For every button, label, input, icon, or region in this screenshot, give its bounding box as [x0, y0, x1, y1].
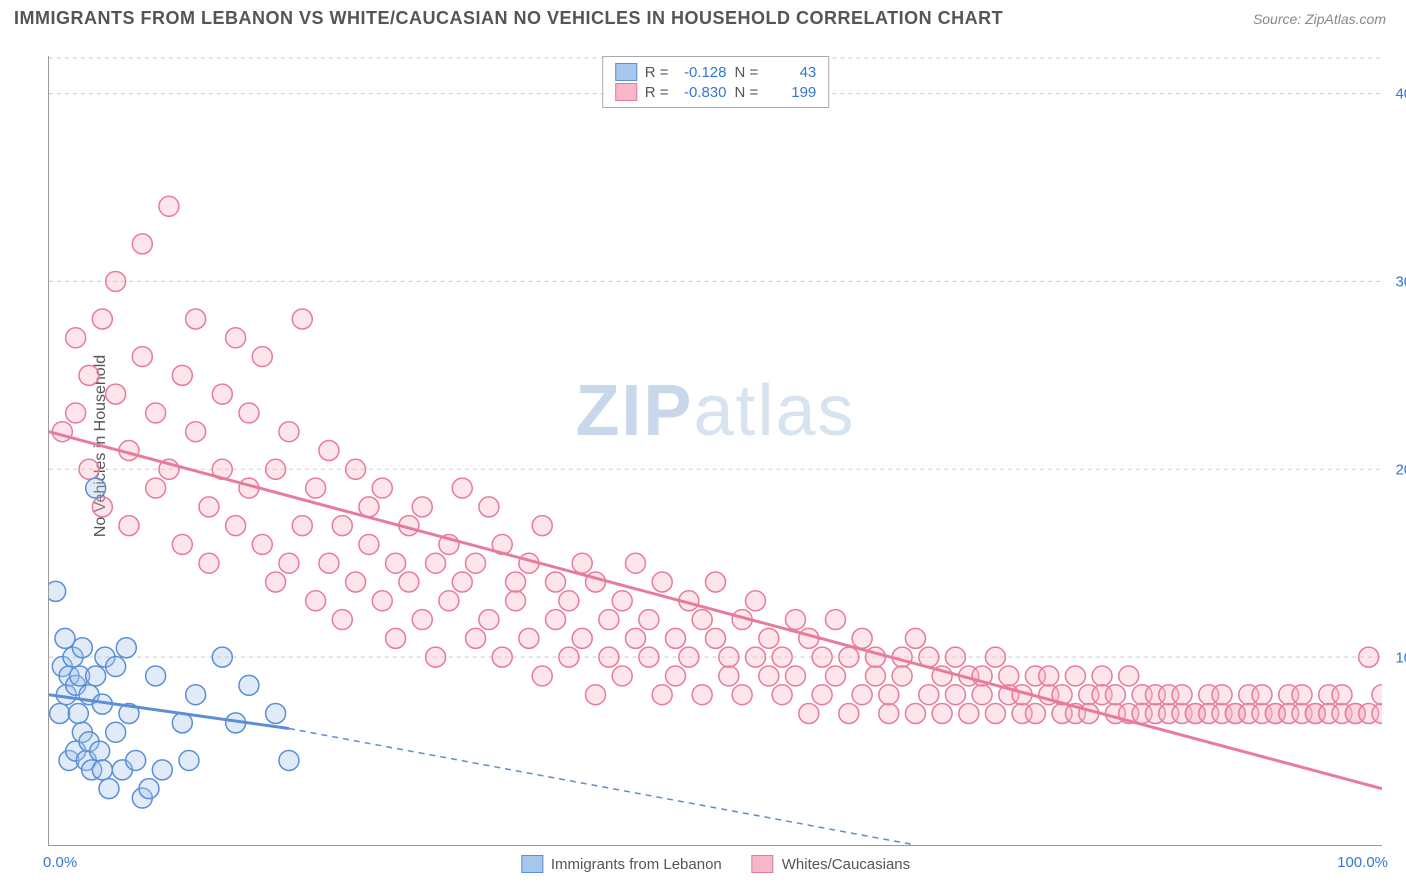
legend-swatch-lebanon-bottom	[521, 855, 543, 873]
legend-row-lebanon: R = -0.128 N = 43	[615, 63, 817, 81]
x-tick-left: 0.0%	[43, 854, 77, 871]
r-label: R =	[645, 64, 669, 81]
legend-item-lebanon: Immigrants from Lebanon	[521, 855, 722, 873]
y-tick-label: 20.0%	[1388, 461, 1406, 478]
legend-swatch-lebanon	[615, 63, 637, 81]
scatter-plot-svg	[49, 56, 1382, 845]
legend-label-lebanon: Immigrants from Lebanon	[551, 856, 722, 873]
legend-item-whites: Whites/Caucasians	[752, 855, 910, 873]
r-label: R =	[645, 84, 669, 101]
x-tick-right: 100.0%	[1337, 854, 1388, 871]
chart-plot-area: ZIPatlas R = -0.128 N = 43 R = -0.830 N …	[48, 56, 1382, 846]
chart-title: IMMIGRANTS FROM LEBANON VS WHITE/CAUCASI…	[14, 8, 1003, 29]
n-label: N =	[735, 84, 759, 101]
n-value-whites: 199	[764, 84, 816, 101]
legend-label-whites: Whites/Caucasians	[782, 856, 910, 873]
r-value-whites: -0.830	[675, 84, 727, 101]
legend-swatch-whites	[615, 83, 637, 101]
legend-row-whites: R = -0.830 N = 199	[615, 83, 817, 101]
n-label: N =	[735, 64, 759, 81]
legend-statistics-box: R = -0.128 N = 43 R = -0.830 N = 199	[602, 56, 830, 108]
y-tick-label: 40.0%	[1388, 85, 1406, 102]
source-credit: Source: ZipAtlas.com	[1253, 11, 1386, 27]
y-tick-label: 10.0%	[1388, 649, 1406, 666]
y-tick-label: 30.0%	[1388, 273, 1406, 290]
legend-bottom: Immigrants from Lebanon Whites/Caucasian…	[521, 855, 910, 873]
n-value-lebanon: 43	[764, 64, 816, 81]
r-value-lebanon: -0.128	[675, 64, 727, 81]
legend-swatch-whites-bottom	[752, 855, 774, 873]
